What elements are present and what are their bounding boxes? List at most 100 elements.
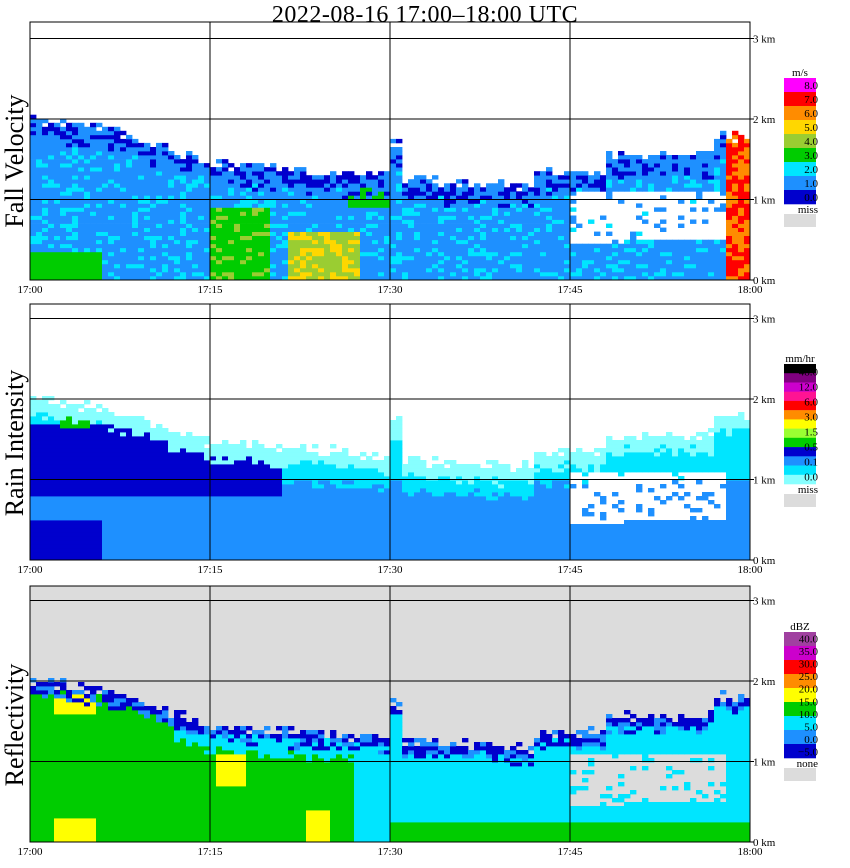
data-cell xyxy=(588,175,595,180)
data-cell xyxy=(102,179,109,184)
data-cell xyxy=(168,167,175,172)
data-cell xyxy=(192,440,199,445)
data-cell xyxy=(378,187,385,192)
data-cell xyxy=(36,460,43,465)
data-cell xyxy=(390,255,397,261)
data-cell xyxy=(78,251,85,257)
data-cell xyxy=(90,448,97,453)
data-cell xyxy=(744,142,751,148)
data-cell xyxy=(474,191,481,196)
data-cell xyxy=(72,163,79,168)
data-cell xyxy=(30,552,37,557)
data-cell xyxy=(186,468,193,473)
data-cell xyxy=(156,147,163,152)
data-cell xyxy=(450,231,457,236)
data-cell xyxy=(54,134,61,140)
data-cell xyxy=(120,231,127,236)
data-cell xyxy=(48,231,55,236)
data-cell xyxy=(660,255,667,261)
data-cell xyxy=(90,223,97,228)
data-cell xyxy=(66,456,73,461)
data-cell xyxy=(558,251,565,257)
data-cell xyxy=(168,536,175,541)
data-cell xyxy=(414,263,421,269)
data-cell xyxy=(120,276,127,281)
data-cell xyxy=(270,183,277,188)
data-cell xyxy=(642,167,649,172)
data-cell xyxy=(336,183,343,188)
data-cell xyxy=(450,263,457,269)
data-cell xyxy=(312,532,319,537)
data-cell xyxy=(738,267,745,273)
data-cell xyxy=(708,163,715,168)
data-cell xyxy=(192,492,199,497)
data-cell xyxy=(186,203,193,208)
data-cell xyxy=(54,142,61,148)
data-cell xyxy=(246,167,253,172)
data-cell xyxy=(150,556,157,561)
data-cell xyxy=(132,416,139,421)
data-cell xyxy=(174,243,181,249)
data-cell xyxy=(594,231,601,236)
data-cell xyxy=(390,203,397,208)
data-cell xyxy=(294,548,301,553)
data-cell xyxy=(588,247,595,253)
data-cell xyxy=(126,175,133,180)
data-cell xyxy=(30,231,37,236)
data-cell xyxy=(492,235,499,241)
data-cell xyxy=(156,448,163,453)
data-cell xyxy=(288,528,295,533)
data-cell xyxy=(306,231,313,236)
data-cell xyxy=(510,239,517,245)
data-cell xyxy=(72,191,79,196)
data-cell xyxy=(318,528,325,533)
data-cell xyxy=(126,187,133,192)
data-cell xyxy=(312,480,319,485)
data-cell xyxy=(168,195,175,200)
data-cell xyxy=(156,460,163,465)
data-cell xyxy=(60,207,67,212)
data-cell xyxy=(66,516,73,521)
data-cell xyxy=(150,544,157,549)
data-cell xyxy=(234,448,241,453)
data-cell xyxy=(162,552,169,557)
data-cell xyxy=(138,219,145,224)
data-cell xyxy=(474,211,481,216)
data-cell xyxy=(576,276,583,281)
data-cell xyxy=(108,151,115,156)
data-cell xyxy=(84,191,91,196)
data-cell xyxy=(126,444,133,449)
data-cell xyxy=(162,187,169,192)
data-cell xyxy=(612,187,619,192)
data-cell xyxy=(624,155,631,160)
data-cell xyxy=(36,528,43,533)
data-cell xyxy=(240,171,247,176)
data-cell xyxy=(162,548,169,553)
data-cell xyxy=(420,195,427,200)
data-cell xyxy=(234,235,241,241)
data-cell xyxy=(114,199,121,204)
data-cell xyxy=(300,548,307,553)
data-cell xyxy=(168,484,175,489)
data-cell xyxy=(738,259,745,265)
data-cell xyxy=(156,492,163,497)
data-cell xyxy=(342,223,349,228)
data-cell xyxy=(666,163,673,168)
data-cell xyxy=(180,460,187,465)
data-cell xyxy=(120,223,127,228)
data-cell xyxy=(66,251,73,257)
data-cell xyxy=(606,276,613,281)
data-cell xyxy=(132,155,139,160)
data-cell xyxy=(66,424,73,429)
data-cell xyxy=(450,219,457,224)
data-cell xyxy=(372,231,379,236)
data-cell xyxy=(78,219,85,224)
data-cell xyxy=(372,199,379,204)
data-cell xyxy=(654,207,661,212)
data-cell xyxy=(312,243,319,249)
data-cell xyxy=(300,532,307,537)
data-cell xyxy=(264,243,271,249)
data-cell xyxy=(72,548,79,553)
data-cell xyxy=(114,155,121,160)
data-cell xyxy=(690,159,697,164)
